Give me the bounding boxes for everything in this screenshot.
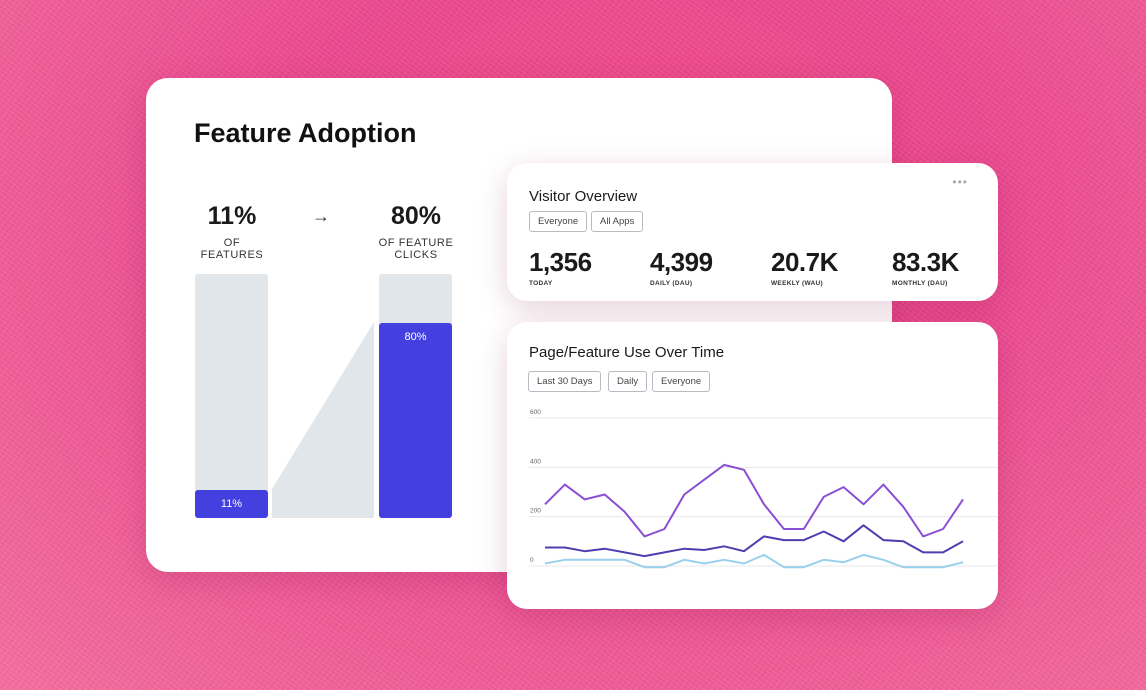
visitor-overview-title: Visitor Overview bbox=[529, 188, 638, 205]
stat-daily: 4,399 DAILY (DAU) bbox=[650, 247, 713, 287]
y-tick-label: 400 bbox=[530, 458, 541, 465]
stat-daily-value: 4,399 bbox=[650, 247, 713, 277]
stat-weekly-value: 20.7K bbox=[771, 247, 838, 277]
filter-last-30-days[interactable]: Last 30 Days bbox=[528, 371, 602, 392]
page-feature-use-title: Page/Feature Use Over Time bbox=[529, 344, 725, 361]
stat-monthly-label: MONTHLY (DAU) bbox=[892, 280, 948, 287]
feature-clicks-metric: 80% OF FEATURE CLICKS bbox=[356, 202, 476, 261]
feature-clicks-bar-fill: 80% bbox=[379, 322, 452, 518]
feature-clicks-bar-label: 80% bbox=[404, 330, 427, 343]
stat-monthly: 83.3K MONTHLY (DAU) bbox=[892, 247, 959, 287]
page-feature-use-card: Page/Feature Use Over Time Last 30 Days … bbox=[507, 322, 998, 609]
arrow-right-icon: → bbox=[312, 206, 330, 226]
usage-line-chart: 600 400 200 0 bbox=[529, 409, 998, 569]
stat-monthly-value: 83.3K bbox=[892, 247, 959, 277]
features-bar: 11% bbox=[195, 274, 268, 518]
features-metric: 11% OF FEATURES bbox=[194, 202, 270, 261]
feature-clicks-caption: OF FEATURE CLICKS bbox=[378, 237, 454, 261]
series-line-1 bbox=[544, 463, 964, 538]
y-tick-label: 0 bbox=[530, 557, 534, 564]
funnel-connector bbox=[272, 322, 374, 518]
features-caption: OF FEATURES bbox=[200, 237, 264, 261]
stat-today-value: 1,356 bbox=[529, 247, 592, 277]
y-tick-label: 200 bbox=[530, 508, 541, 515]
stat-weekly: 20.7K WEEKLY (WAU) bbox=[771, 247, 838, 287]
features-percent: 11% bbox=[207, 202, 257, 230]
stat-today-label: TODAY bbox=[529, 280, 553, 287]
filter-everyone[interactable]: Everyone bbox=[529, 211, 588, 232]
visitor-overview-card: Visitor Overview ••• Everyone All Apps 1… bbox=[507, 163, 998, 301]
feature-clicks-bar: 80% bbox=[379, 274, 452, 518]
features-bar-fill: 11% bbox=[195, 490, 268, 518]
feature-adoption-title: Feature Adoption bbox=[194, 118, 417, 148]
y-tick-label: 600 bbox=[530, 409, 541, 416]
series-line-3 bbox=[544, 553, 964, 569]
filter-everyone-chart[interactable]: Everyone bbox=[652, 371, 711, 392]
filter-daily[interactable]: Daily bbox=[608, 371, 648, 392]
filter-all-apps[interactable]: All Apps bbox=[591, 211, 644, 232]
stat-daily-label: DAILY (DAU) bbox=[650, 280, 693, 287]
stat-today: 1,356 TODAY bbox=[529, 247, 592, 287]
more-dots-icon[interactable]: ••• bbox=[952, 175, 968, 189]
feature-clicks-percent: 80% bbox=[390, 202, 442, 230]
stat-weekly-label: WEEKLY (WAU) bbox=[771, 280, 823, 287]
series-line-2 bbox=[545, 524, 964, 558]
features-bar-label: 11% bbox=[220, 498, 243, 511]
